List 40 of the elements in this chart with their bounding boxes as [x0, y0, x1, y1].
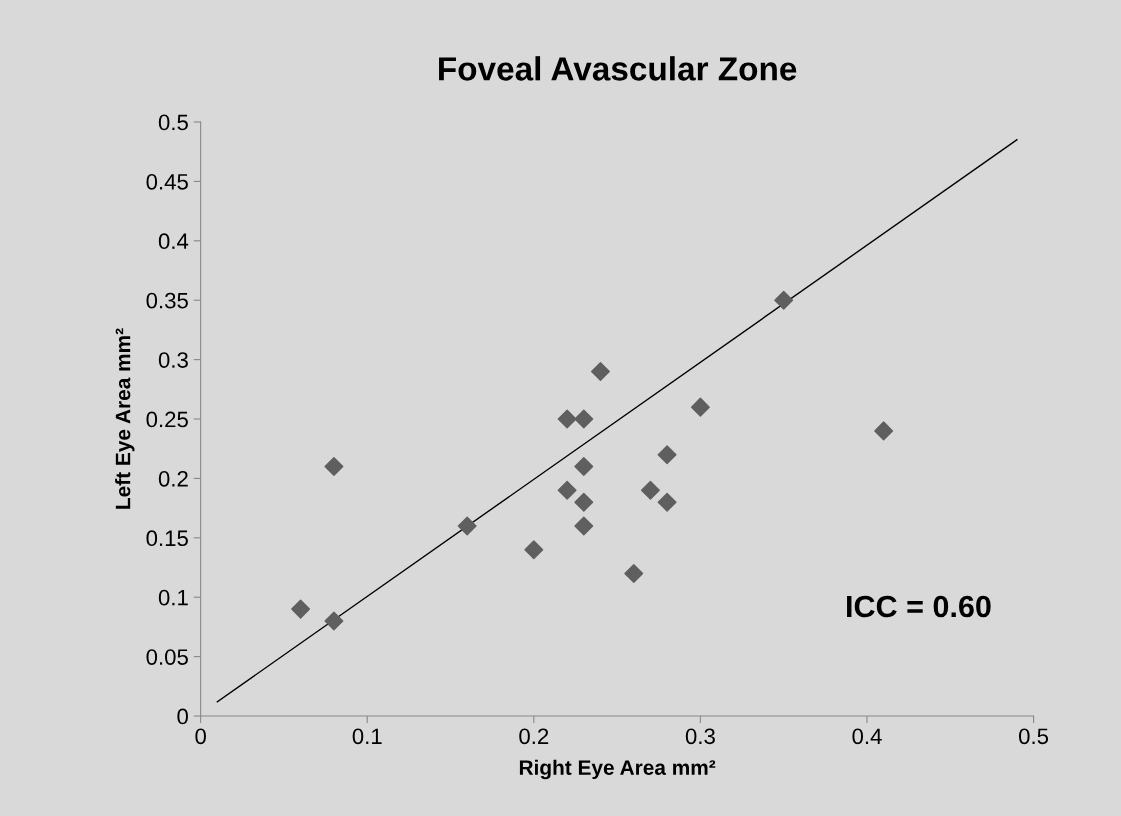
y-tick-label: 0.4: [158, 233, 189, 250]
point: [557, 480, 577, 500]
point: [574, 409, 594, 429]
x-axis-title: Right Eye Area mm²: [519, 759, 716, 780]
y-tick-label: 0.45: [146, 173, 188, 190]
point: [557, 409, 577, 429]
point: [774, 290, 794, 310]
point: [690, 397, 710, 417]
y-tick-label: 0.3: [158, 352, 188, 368]
point: [874, 421, 894, 441]
point: [574, 457, 594, 477]
x-tick-label: 0.5: [1018, 728, 1049, 745]
point: [657, 445, 677, 465]
point: [640, 480, 660, 500]
y-tick-label: 0: [177, 708, 188, 725]
y-tick-label: 0.2: [158, 470, 188, 487]
point: [324, 457, 344, 477]
x-tick-label: 0.2: [519, 728, 549, 745]
chart-title: Foveal Avascular Zone: [439, 56, 797, 81]
point: [524, 540, 544, 560]
y-tick-label: 0.25: [146, 411, 188, 428]
y-tick-label: 0.5: [158, 114, 188, 131]
point: [574, 492, 594, 512]
point: [291, 599, 311, 619]
point: [324, 611, 344, 631]
annotation: ICC = 0.60: [847, 595, 991, 618]
x-tick-label: 0.1: [352, 728, 382, 745]
y-tick-label: 0.35: [146, 292, 188, 309]
point: [457, 516, 477, 536]
y-tick-label: 0.15: [146, 530, 188, 547]
y-tick-label: 0.05: [146, 649, 188, 665]
point: [624, 563, 644, 583]
y-tick-label: 0.1: [158, 589, 188, 606]
x-tick-label: 0: [195, 728, 206, 745]
point: [574, 516, 594, 536]
point: [657, 492, 677, 512]
point: [590, 362, 610, 381]
x-tick-label: 0.3: [685, 728, 715, 745]
x-tick-label: 0.4: [852, 728, 882, 745]
y-axis-title: Left Eye Area mm²: [115, 328, 135, 509]
